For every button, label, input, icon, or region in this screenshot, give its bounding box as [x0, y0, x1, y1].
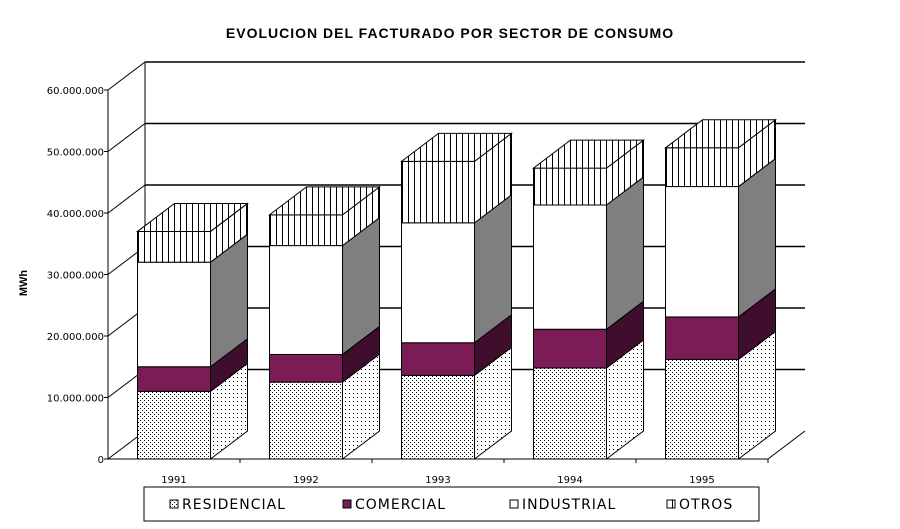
- y-tick-label: 20.000.000: [47, 332, 104, 343]
- bar-industrial: [533, 204, 607, 330]
- bar-residencial: [269, 381, 343, 460]
- gridline-diagonal: [107, 123, 146, 152]
- bar-top-otros: [400, 132, 513, 162]
- gridline-diagonal: [107, 61, 146, 91]
- y-axis-label: MWh: [18, 270, 30, 297]
- bar-otros: [401, 160, 475, 224]
- y-tick-label: 40.000.000: [47, 209, 104, 220]
- bar-residencial: [137, 390, 211, 460]
- y-tick-labels: 0 10.000.000 20.000.000 30.000.000 40.000.00…: [47, 86, 104, 466]
- legend-swatch: [169, 499, 179, 509]
- gridline-diagonal: [107, 184, 146, 214]
- x-tick-label: 1991: [161, 475, 186, 486]
- y-tick-label: 50.000.000: [47, 148, 104, 159]
- bar-comercial: [533, 328, 607, 369]
- bars: [136, 118, 777, 461]
- legend-label: INDUSTRIAL: [522, 497, 616, 513]
- legend-box: [143, 486, 760, 522]
- bar-comercial: [401, 342, 475, 376]
- bar-comercial: [137, 366, 211, 392]
- bar-residencial: [665, 358, 739, 460]
- legend-item: OTROS: [666, 497, 733, 513]
- bar-otros: [665, 147, 739, 188]
- legend-swatch: [342, 499, 352, 509]
- x-tick-label: 1994: [557, 475, 582, 486]
- legend-label: OTROS: [679, 497, 733, 513]
- bar-top-otros: [136, 202, 249, 232]
- x-tick-labels: 1991 1992 1993 1994 1995: [161, 475, 714, 486]
- bar-otros: [269, 214, 343, 247]
- bar-stack: [400, 132, 513, 461]
- chart-title: EVOLUCION DEL FACTURADO POR SECTOR DE CO…: [226, 25, 674, 41]
- bar-top-otros: [268, 186, 381, 216]
- x-tick-label: 1992: [293, 475, 318, 486]
- floor-right-edge: [767, 430, 806, 460]
- legend-swatch: [509, 499, 519, 509]
- bar-residencial: [401, 374, 475, 460]
- bar-residencial: [533, 367, 607, 460]
- bar-stack: [268, 185, 381, 461]
- bar-top-otros: [664, 119, 777, 149]
- legend-label: COMERCIAL: [355, 497, 446, 513]
- bar-stack: [664, 118, 777, 461]
- y-tick-label: 60.000.000: [47, 86, 104, 97]
- legend: RESIDENCIAL COMERCIAL INDUSTRIAL OTROS: [143, 486, 760, 522]
- bar-industrial: [665, 186, 739, 318]
- legend-swatch: [666, 499, 676, 509]
- x-tick-label: 1993: [425, 475, 450, 486]
- y-tick-label: 10.000.000: [47, 394, 104, 405]
- bar-top-otros: [532, 139, 645, 169]
- bar-stack: [136, 202, 249, 461]
- bar-industrial: [401, 222, 475, 344]
- legend-label: RESIDENCIAL: [182, 497, 286, 513]
- y-tick-label: 30.000.000: [47, 271, 104, 282]
- x-tick-label: 1995: [689, 475, 714, 486]
- legend-item: COMERCIAL: [342, 497, 446, 513]
- bar-industrial: [269, 245, 343, 355]
- bar-comercial: [269, 353, 343, 383]
- bar-stack: [532, 139, 645, 461]
- bar-industrial: [137, 261, 211, 368]
- legend-item: INDUSTRIAL: [509, 497, 616, 513]
- bar-otros: [137, 230, 211, 263]
- bar-comercial: [665, 316, 739, 360]
- bar-otros: [533, 167, 607, 206]
- legend-item: RESIDENCIAL: [169, 497, 286, 513]
- y-tick-label: 0: [98, 455, 104, 466]
